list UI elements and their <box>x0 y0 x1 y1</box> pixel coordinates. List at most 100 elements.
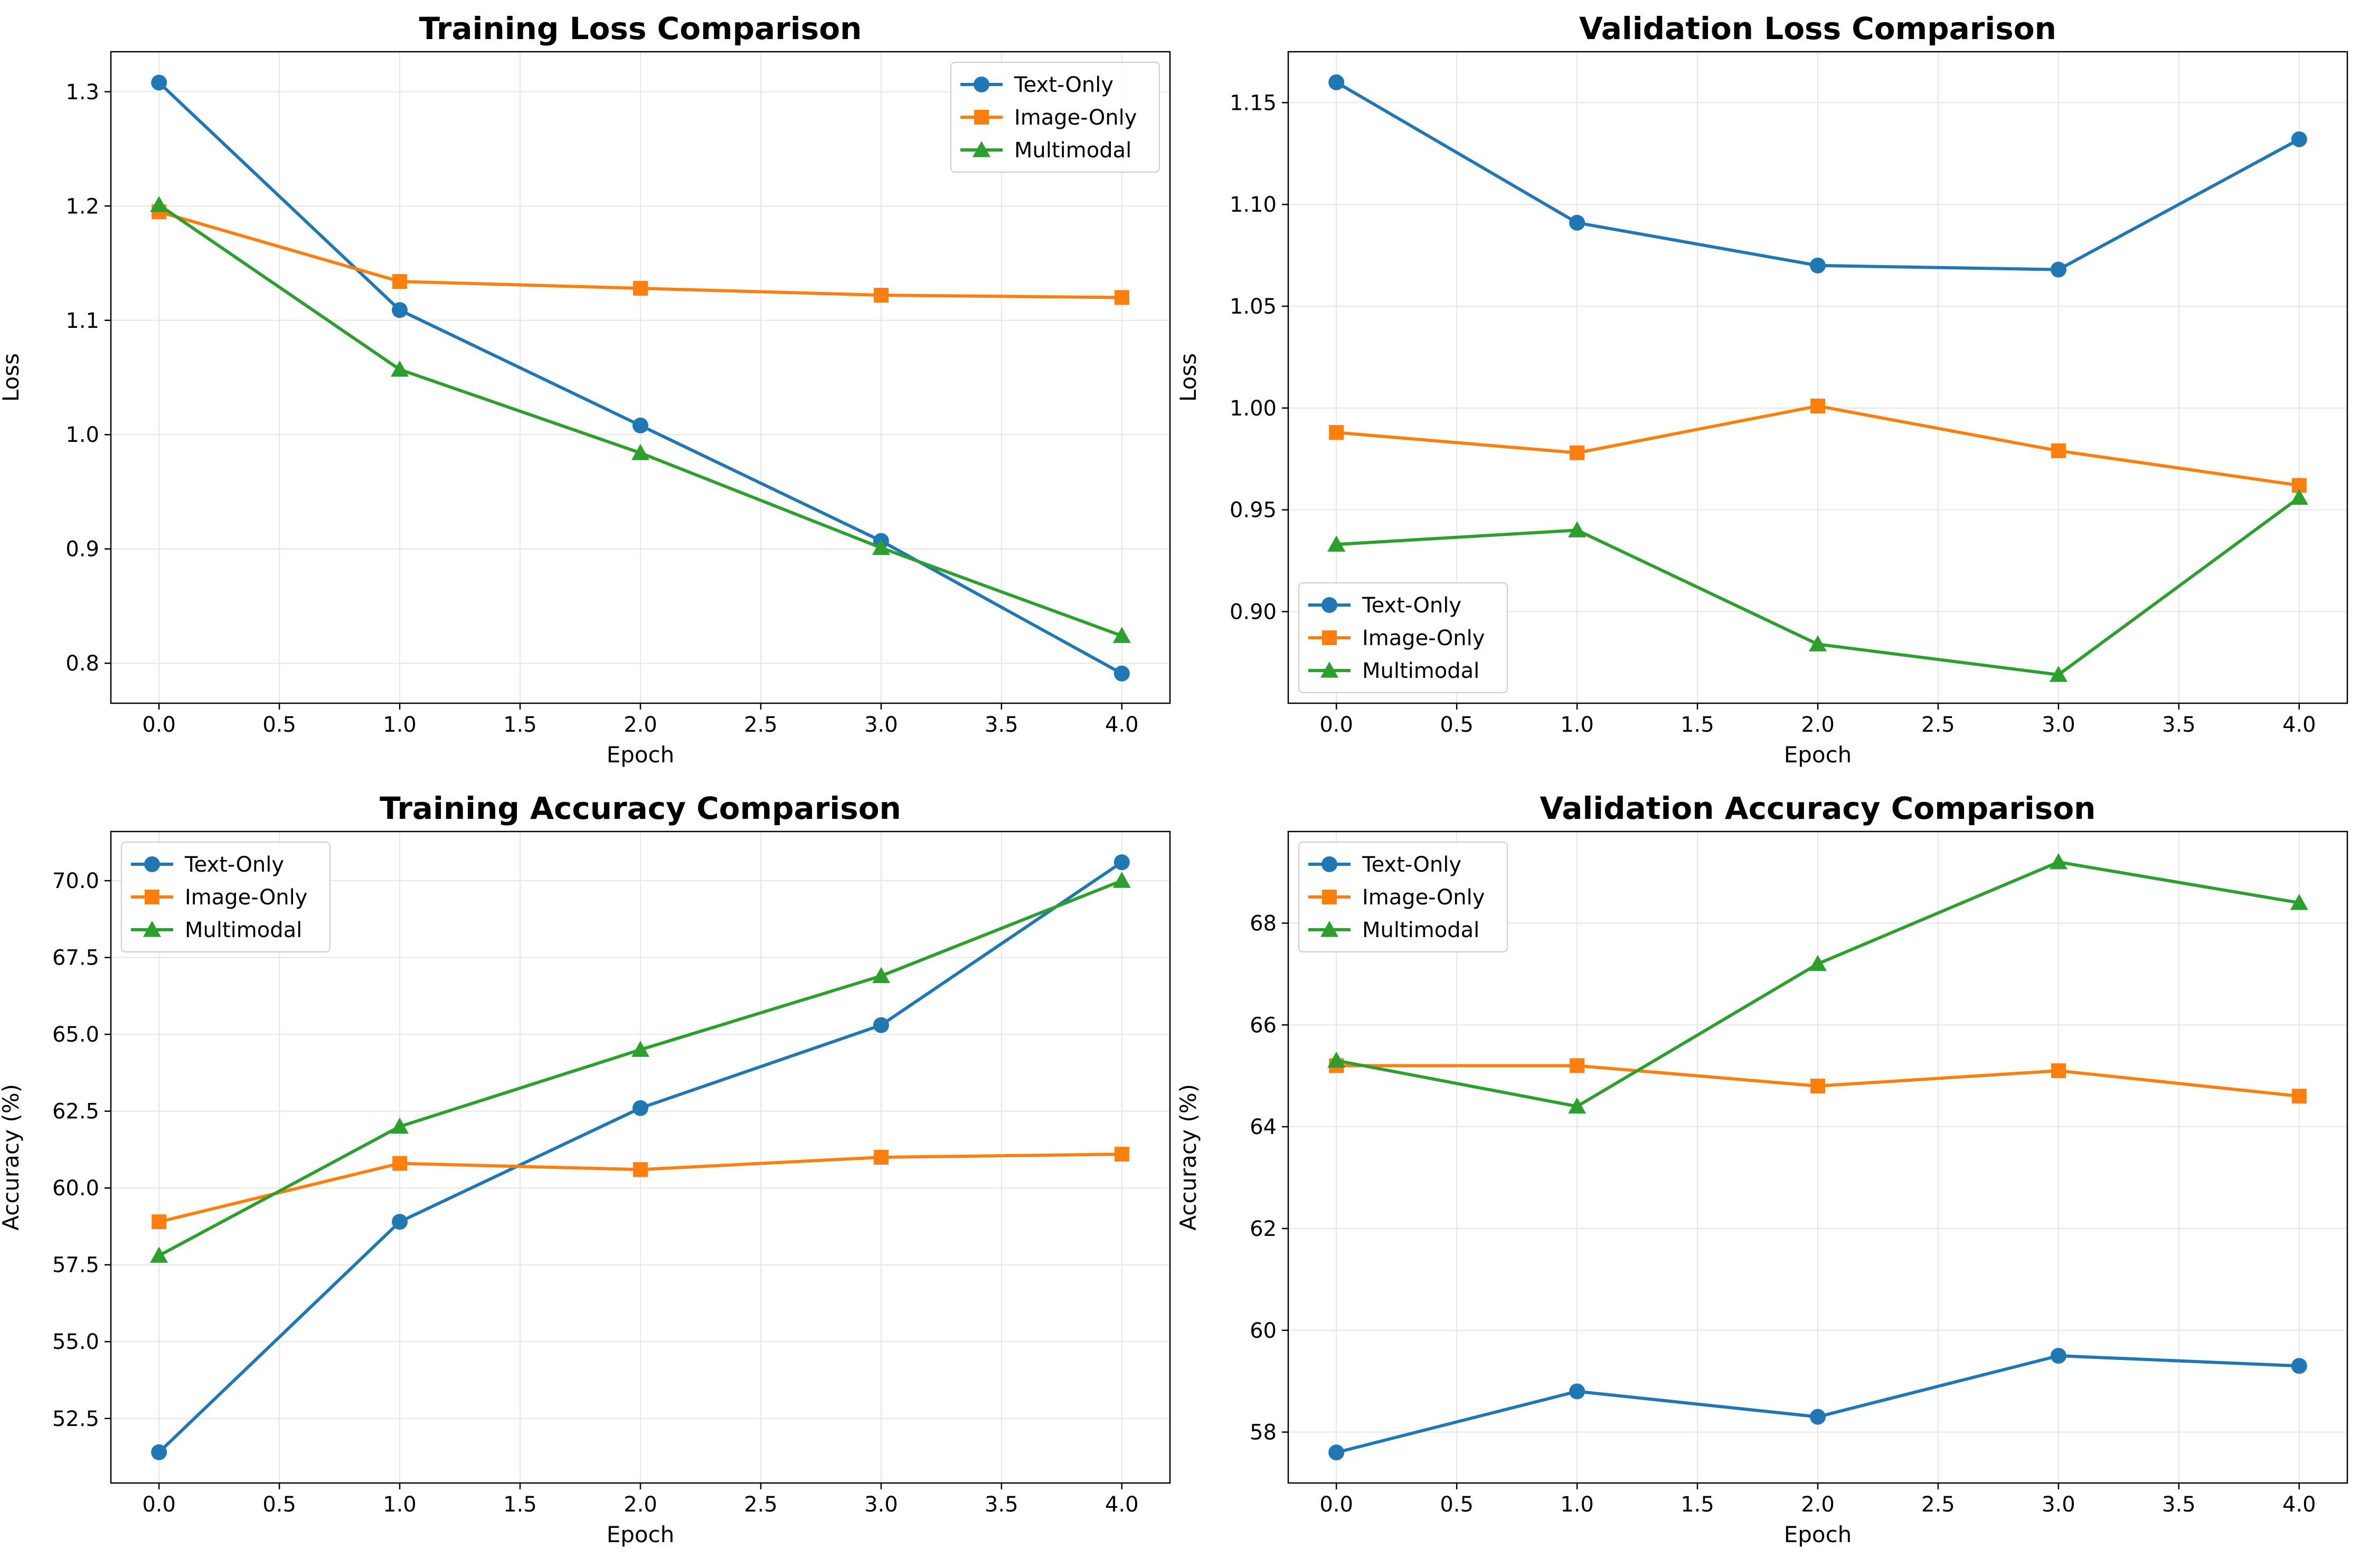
legend-label: Image-Only <box>1362 885 1485 910</box>
legend-label: Multimodal <box>1362 659 1479 683</box>
y-axis-label: Accuracy (%) <box>0 1084 24 1231</box>
x-tick-label: 4.0 <box>2282 1493 2316 1517</box>
x-tick-label: 1.0 <box>1560 713 1594 737</box>
x-tick-label: 2.5 <box>1921 713 1955 737</box>
y-tick-label: 65.0 <box>52 1023 99 1047</box>
legend-box <box>950 62 1160 173</box>
y-tick-label: 1.3 <box>65 80 99 105</box>
x-tick-label: 2.0 <box>624 1493 657 1517</box>
data-point-multimodal <box>1327 1051 1346 1068</box>
legend-marker-image-only <box>1322 890 1337 904</box>
y-tick-label: 1.10 <box>1230 193 1277 217</box>
legend-label: Multimodal <box>185 918 302 942</box>
x-axis-label: Epoch <box>1784 742 1852 768</box>
subplot-2: 0.0 0.5 1.0 1.5 2.0 2.5 3.0 3.5 4.0 0.90 0.95 1.00 1… <box>1175 11 2348 768</box>
x-tick-label: 1.0 <box>383 713 417 737</box>
legend-label: Image-Only <box>1362 626 1485 650</box>
data-point-multimodal <box>631 1041 649 1057</box>
data-point-image-only <box>1570 445 1585 460</box>
legend: Text-Only Image-Only Multimodal <box>1298 582 1508 693</box>
data-point-multimodal <box>391 360 409 377</box>
data-point-multimodal <box>872 967 890 984</box>
data-point-multimodal <box>391 1117 409 1134</box>
plot-title: Training Accuracy Comparison <box>380 790 901 826</box>
x-tick-label: 1.0 <box>1560 1493 1594 1517</box>
data-point-multimodal <box>1809 635 1827 651</box>
data-point-image-only <box>2291 1089 2307 1104</box>
legend-marker-image-only <box>974 110 989 125</box>
y-tick-label: 62 <box>1250 1217 1277 1241</box>
data-point-multimodal <box>872 539 890 555</box>
x-tick-label: 0.0 <box>142 1493 176 1517</box>
x-tick-label: 0.5 <box>262 713 296 737</box>
data-point-text-only <box>1328 1444 1345 1461</box>
y-tick-label: 67.5 <box>52 946 99 970</box>
data-point-text-only <box>151 74 167 91</box>
data-point-text-only <box>1810 1409 1826 1425</box>
x-tick-label: 3.5 <box>2162 1493 2196 1517</box>
x-tick-label: 1.5 <box>503 1493 537 1517</box>
data-point-image-only <box>1570 1058 1585 1073</box>
legend: Text-Only Image-Only Multimodal <box>121 842 331 952</box>
x-axis-label: Epoch <box>607 1522 675 1547</box>
data-point-text-only <box>1810 257 1826 273</box>
x-tick-label: 1.5 <box>1681 713 1714 737</box>
data-point-multimodal <box>2049 666 2068 682</box>
data-point-text-only <box>2291 1358 2307 1374</box>
data-point-image-only <box>2051 1063 2066 1079</box>
legend-marker-text-only <box>1321 597 1337 613</box>
data-point-image-only <box>1810 398 1825 413</box>
y-tick-label: 1.1 <box>65 309 99 333</box>
plot-title: Training Loss Comparison <box>419 11 862 46</box>
legend-marker-multimodal <box>143 921 161 937</box>
y-tick-label: 0.8 <box>65 651 99 676</box>
y-tick-label: 0.95 <box>1230 498 1277 523</box>
x-tick-label: 0.5 <box>262 1493 296 1517</box>
x-tick-label: 2.0 <box>1801 1493 1835 1517</box>
y-tick-label: 66 <box>1250 1013 1277 1037</box>
data-point-multimodal <box>1809 955 1827 971</box>
legend-label: Text-Only <box>1362 853 1461 877</box>
legend-label: Image-Only <box>185 885 307 910</box>
legend: Text-Only Image-Only Multimodal <box>1298 842 1508 952</box>
legend-label: Image-Only <box>1014 106 1137 130</box>
data-point-image-only <box>152 1214 167 1230</box>
x-tick-label: 2.5 <box>744 713 778 737</box>
legend-marker-multimodal <box>1320 662 1338 678</box>
data-point-multimodal <box>2290 893 2308 910</box>
data-point-image-only <box>633 281 648 296</box>
data-point-image-only <box>1114 1147 1129 1162</box>
y-tick-label: 1.2 <box>65 194 99 219</box>
data-point-multimodal <box>631 443 649 460</box>
data-point-multimodal <box>2290 488 2308 505</box>
data-point-image-only <box>633 1162 648 1177</box>
y-tick-label: 1.15 <box>1230 91 1277 115</box>
legend-box <box>1298 582 1508 693</box>
data-point-text-only <box>1569 214 1585 231</box>
legend-box <box>121 842 331 952</box>
data-point-image-only <box>873 1150 889 1165</box>
data-point-text-only <box>1569 1383 1585 1400</box>
data-point-text-only <box>873 1017 889 1033</box>
x-axis-label: Epoch <box>1784 1522 1852 1547</box>
data-point-text-only <box>2291 131 2307 147</box>
data-point-text-only <box>392 1214 408 1230</box>
data-point-text-only <box>1113 665 1130 682</box>
legend-label: Text-Only <box>1362 593 1461 618</box>
x-tick-label: 3.5 <box>985 713 1018 737</box>
y-tick-label: 52.5 <box>52 1407 99 1431</box>
data-point-multimodal <box>150 196 168 212</box>
y-tick-label: 57.5 <box>52 1253 99 1278</box>
y-tick-label: 60.0 <box>52 1176 99 1201</box>
y-tick-label: 1.0 <box>65 423 99 447</box>
data-point-text-only <box>392 302 408 318</box>
y-tick-label: 64 <box>1250 1115 1277 1139</box>
plot-title: Validation Accuracy Comparison <box>1540 790 2096 826</box>
data-point-text-only <box>2050 261 2066 278</box>
data-point-text-only <box>1113 854 1130 871</box>
x-tick-label: 2.0 <box>1801 713 1835 737</box>
data-point-image-only <box>2051 443 2066 458</box>
y-axis-label: Loss <box>1175 353 1201 402</box>
x-tick-label: 3.5 <box>985 1493 1018 1517</box>
x-tick-label: 2.5 <box>744 1493 778 1517</box>
